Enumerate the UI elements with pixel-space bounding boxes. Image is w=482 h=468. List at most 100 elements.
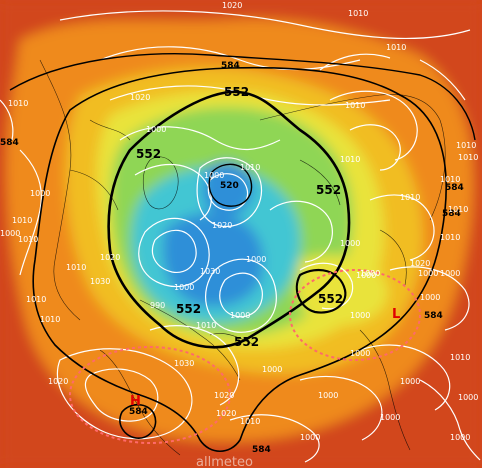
isobar — [19, 149, 42, 276]
isobar-label: 1020 — [212, 221, 232, 230]
isobar — [205, 258, 277, 333]
isobar-label: 1030 — [174, 359, 194, 368]
geopotential-label: 552 — [316, 183, 341, 197]
geopotential-label: 584 — [221, 61, 240, 71]
isobar-label: 1000 — [146, 125, 166, 134]
isobar-label: 1010 — [240, 163, 260, 172]
isobar-label: 1000 — [350, 311, 370, 320]
contour-584-small — [119, 403, 157, 439]
fill-yellow-east — [296, 255, 389, 326]
isobar — [119, 126, 281, 151]
isobar-label: 1010 — [348, 9, 368, 18]
contour-552 — [107, 90, 351, 349]
isobar-label: 1010 — [26, 295, 46, 304]
isobar — [219, 272, 263, 318]
isobar-label: 1010 — [345, 101, 365, 110]
isobar — [59, 10, 471, 40]
isobar-label: 1010 — [8, 99, 28, 108]
isobar — [0, 99, 14, 141]
pressure-centers: H L — [130, 307, 400, 409]
geopotential-lines — [9, 53, 476, 453]
isobar-label: 1000 — [318, 391, 338, 400]
isobar-label: 1000 — [262, 365, 282, 374]
isobar-label: 1010 — [40, 315, 60, 324]
geopotential-label: 552 — [318, 292, 343, 306]
contour-552-inner — [295, 268, 347, 314]
coastline-asia — [259, 94, 446, 286]
isobar-label: 1000 — [356, 271, 376, 280]
isobar-label: 1010 — [196, 321, 216, 330]
isobar-label: 1010 — [340, 155, 360, 164]
isobar-label: 1000 — [230, 311, 250, 320]
isobar-label: 1020 — [130, 93, 150, 102]
isobar — [269, 200, 333, 263]
isobar-label: 1010 — [458, 153, 478, 162]
geopotential-label: 584 — [129, 407, 148, 417]
geopotential-label: 552 — [234, 335, 259, 349]
isobar — [359, 344, 451, 411]
geopotential-label: 584 — [424, 311, 443, 321]
isobar — [151, 229, 197, 273]
isobar-label: 1000 — [450, 433, 470, 442]
isobar-label: 1020 — [410, 259, 430, 268]
isobar-label: 1000 — [418, 269, 438, 278]
low-pressure-marker: L — [392, 307, 400, 322]
coastline-north-america — [39, 59, 131, 321]
isobar-label: 1030 — [200, 267, 220, 276]
isobar-label: 1000 — [380, 413, 400, 422]
isobar-label: 1030 — [90, 277, 110, 286]
isobar — [299, 375, 383, 441]
isobar — [419, 59, 466, 101]
isobar-label: 990 — [150, 301, 165, 310]
watermark: allmeteo — [196, 455, 253, 468]
isobar — [349, 124, 401, 171]
isobar-label: 1010 — [386, 43, 406, 52]
coastline-africa — [99, 349, 181, 456]
isobar-label: 1010 — [400, 193, 420, 202]
geopotential-label: 552 — [224, 85, 249, 99]
isobar-label: 1020 — [214, 391, 234, 400]
isobar — [419, 379, 481, 461]
highlight-ellipse-east — [289, 269, 421, 361]
isobar-label: 1010 — [440, 233, 460, 242]
isobar — [196, 157, 263, 228]
contour-584 — [32, 66, 447, 453]
isobar-label: 1000 — [458, 393, 478, 402]
isobar — [207, 173, 249, 211]
isobar-label: 1020 — [100, 253, 120, 262]
isobar — [138, 217, 210, 288]
isobar-label: 1000 — [350, 349, 370, 358]
isobar — [329, 90, 418, 161]
geopotential-label: 520 — [220, 181, 239, 191]
highlight-ellipses — [69, 269, 421, 444]
isobar-label: 1000 — [204, 171, 224, 180]
isobar-label: 1000 — [0, 229, 20, 238]
isobar-label: 1020 — [222, 1, 242, 10]
isobar-label: 1000 — [300, 433, 320, 442]
isobar-label: 1010 — [12, 216, 32, 225]
isobar — [84, 368, 159, 422]
geopotential-label-layer: 584 552 552 552 520 552 552 552 584 584 … — [0, 61, 464, 455]
isobar-label: 1010 — [18, 235, 38, 244]
isobar-label: 1010 — [440, 175, 460, 184]
isobar-label: 1000 — [246, 255, 266, 264]
isobar-label: 1010 — [450, 353, 470, 362]
isobar-label: 1000 — [360, 269, 380, 278]
isobar-label: 1010 — [240, 417, 260, 426]
isobar-label: 1000 — [174, 283, 194, 292]
isobar-label: 1010 — [66, 263, 86, 272]
isobar-label: 1000 — [400, 377, 420, 386]
contour-outer — [9, 53, 476, 141]
isobar-label: 1000 — [340, 239, 360, 248]
geopotential-label: 584 — [0, 138, 19, 148]
fill-blue-center — [163, 213, 264, 307]
isobar-label: 1000 — [420, 293, 440, 302]
highlight-ellipse-west — [69, 346, 231, 444]
geopotential-label: 552 — [136, 147, 161, 161]
isobar-label: 1000 — [30, 189, 50, 198]
isobar — [229, 414, 320, 463]
coastline-greenland — [142, 156, 179, 210]
isobar — [319, 53, 391, 71]
